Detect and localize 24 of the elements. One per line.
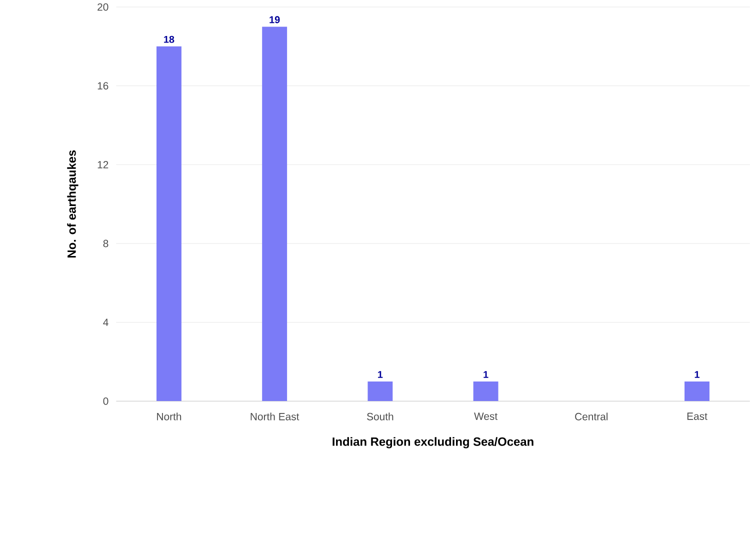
x-tick-label: Central [575,412,608,420]
y-axis-title: No. of earthqaukes [67,150,78,258]
y-tick-label: 20 [98,3,108,11]
data-label: 1 [484,371,488,378]
data-label: 19 [270,16,280,24]
x-tick-label: North East [250,412,300,420]
data-label: 1 [694,371,700,378]
bar [156,46,182,402]
y-tick-label: 4 [103,318,108,326]
data-label: 1 [378,371,383,378]
y-tick-label: 0 [103,397,108,405]
bar [262,26,288,402]
x-axis-title: Indian Region excluding Sea/Ocean [332,437,534,448]
x-tick-label: East [687,412,708,420]
x-tick-label: West [474,412,498,420]
bar [473,381,498,402]
bar [368,381,393,402]
y-tick-label: 8 [103,240,108,248]
x-tick-label: North [157,412,182,420]
bar [684,381,710,402]
data-label: 18 [164,36,174,43]
y-tick-label: 12 [98,161,108,168]
x-tick-label: South [367,412,394,420]
y-tick-label: 16 [98,82,108,90]
